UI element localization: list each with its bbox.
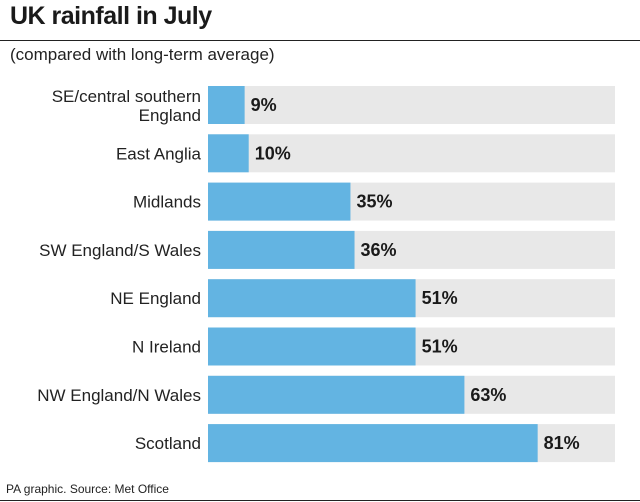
bar	[208, 182, 351, 221]
data-label: 9%	[251, 95, 277, 115]
category-label: NE England	[110, 289, 201, 308]
data-label: 36%	[361, 240, 397, 260]
data-label: 35%	[356, 192, 392, 212]
bar	[208, 424, 538, 463]
title-divider	[0, 40, 640, 41]
rainfall-bar-chart: 9% SE/central southern England 10% East Angl…	[37, 86, 615, 463]
bar	[208, 375, 465, 414]
bar	[208, 230, 355, 269]
category-label: SE/central southern England	[52, 87, 201, 125]
category-label: East Anglia	[116, 144, 202, 163]
data-label: 51%	[422, 337, 458, 357]
category-label: Scotland	[135, 434, 201, 453]
data-label: 63%	[470, 385, 506, 405]
category-label: N Ireland	[132, 338, 201, 357]
data-label: 81%	[544, 433, 580, 453]
data-label: 10%	[255, 143, 291, 163]
chart-subtitle: (compared with long-term average)	[10, 45, 275, 64]
data-label: 51%	[422, 288, 458, 308]
bar-track	[208, 86, 615, 124]
category-label: SW England/S Wales	[39, 241, 201, 260]
category-label: Midlands	[133, 193, 201, 212]
footer-divider	[0, 500, 640, 501]
bar-track	[208, 134, 615, 173]
bar	[208, 86, 245, 124]
bar	[208, 327, 416, 366]
category-label: NW England/N Wales	[37, 386, 201, 405]
bar	[208, 279, 416, 318]
source-credit: PA graphic. Source: Met Office	[6, 482, 169, 496]
chart-title: UK rainfall in July	[10, 2, 212, 30]
bar	[208, 134, 249, 173]
